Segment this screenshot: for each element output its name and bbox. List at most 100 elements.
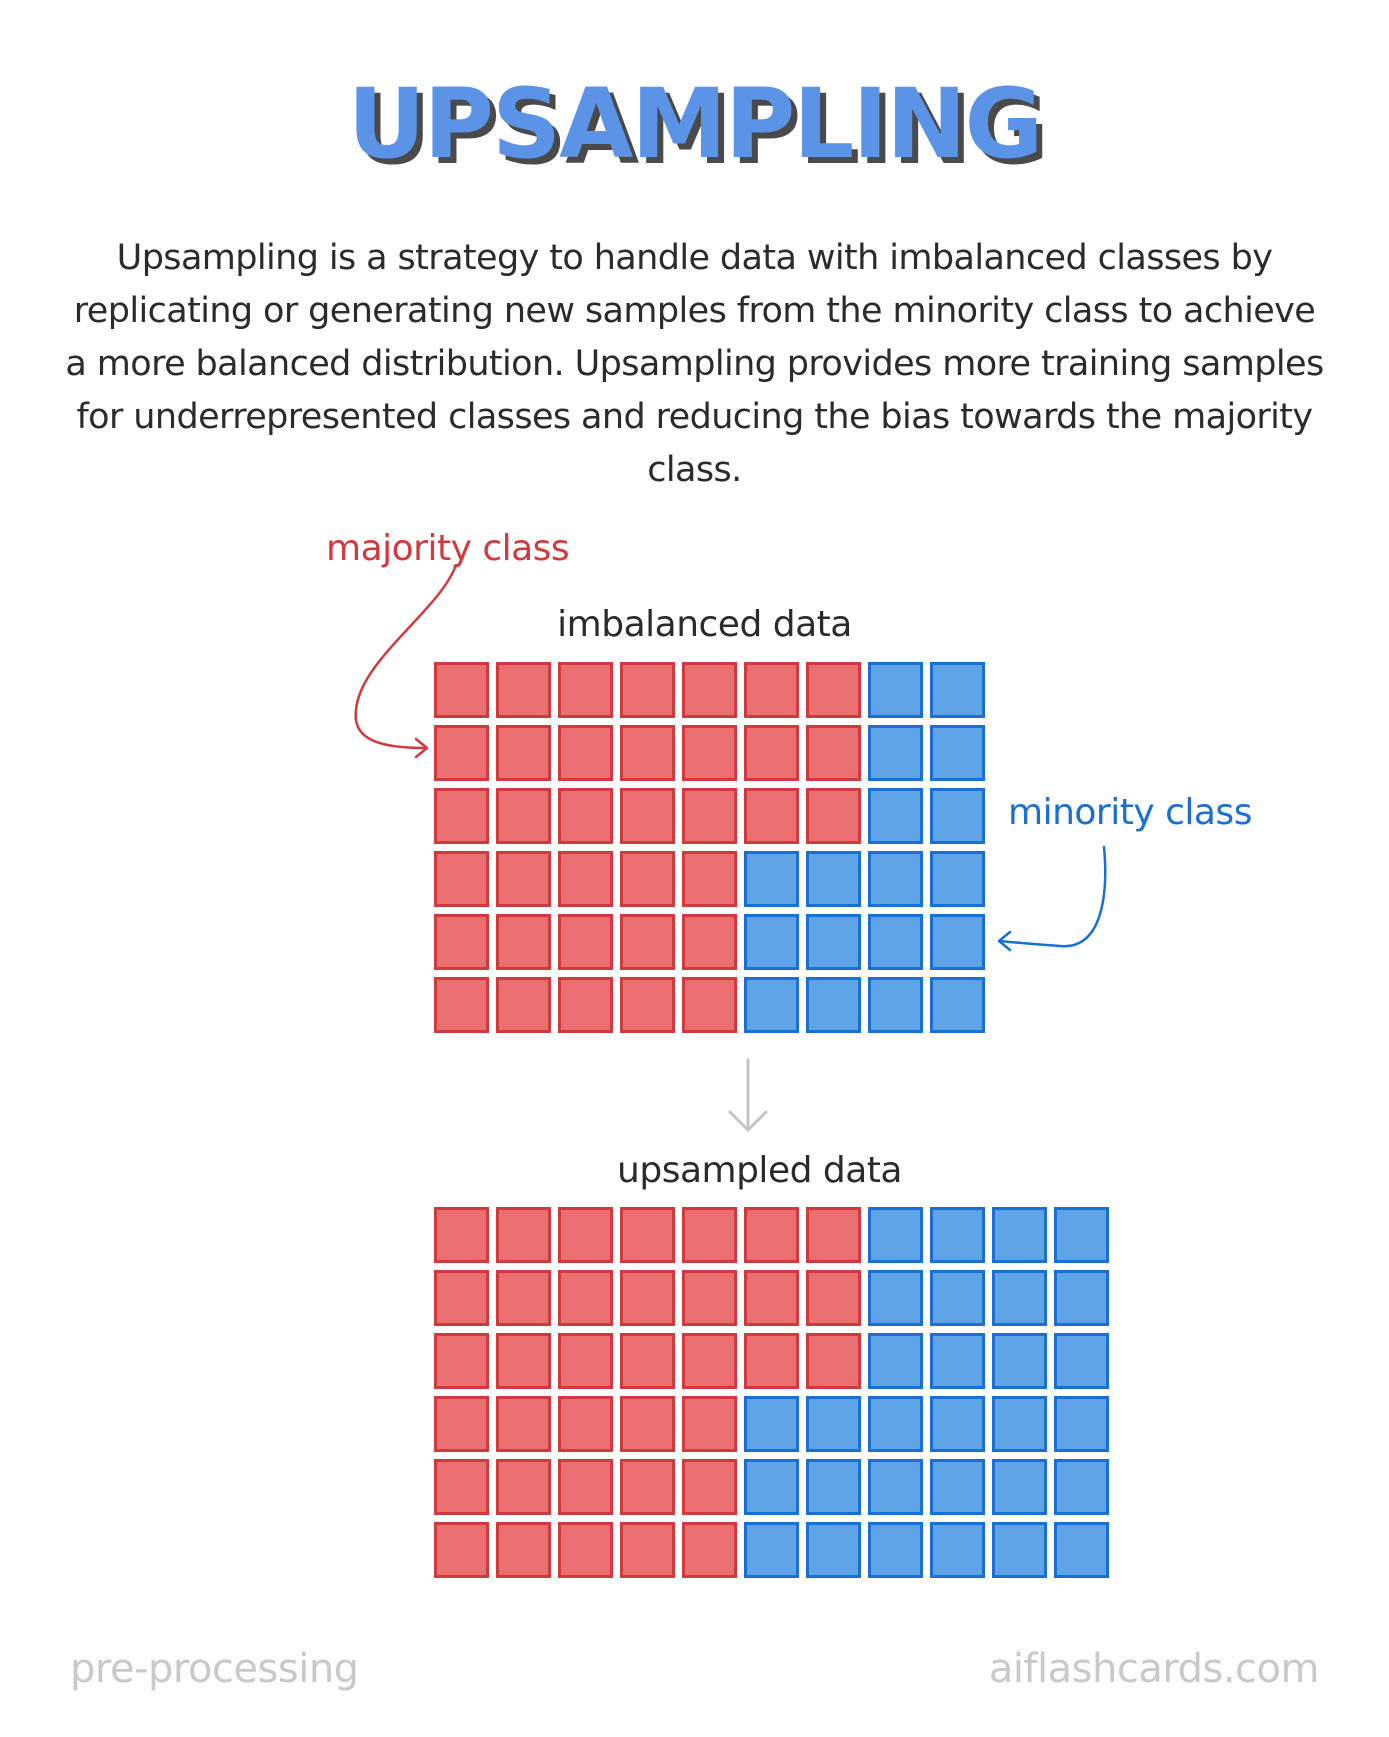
minority-sample-cell xyxy=(930,1333,985,1389)
majority-sample-cell xyxy=(434,1270,489,1326)
majority-sample-cell xyxy=(682,977,737,1033)
majority-sample-cell xyxy=(434,851,489,907)
majority-sample-cell xyxy=(496,851,551,907)
majority-sample-cell xyxy=(682,725,737,781)
majority-sample-cell xyxy=(434,977,489,1033)
majority-sample-cell xyxy=(496,1270,551,1326)
majority-sample-cell xyxy=(558,914,613,970)
majority-sample-cell xyxy=(496,662,551,718)
footer-category: pre-processing xyxy=(70,1646,359,1692)
majority-class-label: majority class xyxy=(326,528,570,569)
majority-sample-cell xyxy=(496,788,551,844)
minority-sample-cell xyxy=(806,977,861,1033)
minority-sample-cell xyxy=(868,977,923,1033)
majority-sample-cell xyxy=(806,1333,861,1389)
majority-sample-cell xyxy=(620,914,675,970)
minority-sample-cell xyxy=(806,1459,861,1515)
majority-sample-cell xyxy=(434,1396,489,1452)
majority-sample-cell xyxy=(806,1270,861,1326)
majority-sample-cell xyxy=(496,1207,551,1263)
minority-sample-cell xyxy=(1054,1396,1109,1452)
minority-sample-cell xyxy=(744,1522,799,1578)
majority-sample-cell xyxy=(682,662,737,718)
majority-sample-cell xyxy=(620,788,675,844)
majority-sample-cell xyxy=(558,977,613,1033)
minority-sample-cell xyxy=(868,1270,923,1326)
majority-sample-cell xyxy=(620,1207,675,1263)
majority-sample-cell xyxy=(558,1207,613,1263)
majority-sample-cell xyxy=(682,1459,737,1515)
minority-sample-cell xyxy=(930,725,985,781)
majority-sample-cell xyxy=(558,788,613,844)
minority-sample-cell xyxy=(992,1459,1047,1515)
minority-sample-cell xyxy=(868,1207,923,1263)
minority-sample-cell xyxy=(868,1333,923,1389)
minority-sample-cell xyxy=(930,1396,985,1452)
minority-sample-cell xyxy=(930,977,985,1033)
upsampled-data-label: upsampled data xyxy=(617,1150,902,1191)
majority-sample-cell xyxy=(558,1333,613,1389)
minority-sample-cell xyxy=(744,914,799,970)
majority-sample-cell xyxy=(620,725,675,781)
majority-sample-cell xyxy=(806,1207,861,1263)
majority-sample-cell xyxy=(496,1396,551,1452)
minority-sample-cell xyxy=(744,851,799,907)
majority-sample-cell xyxy=(496,1459,551,1515)
minority-arrow-icon xyxy=(997,845,1107,952)
minority-sample-cell xyxy=(1054,1459,1109,1515)
majority-sample-cell xyxy=(558,1522,613,1578)
majority-sample-cell xyxy=(496,1522,551,1578)
minority-sample-cell xyxy=(868,914,923,970)
minority-sample-cell xyxy=(992,1333,1047,1389)
majority-sample-cell xyxy=(496,914,551,970)
majority-sample-cell xyxy=(682,1396,737,1452)
majority-sample-cell xyxy=(434,1522,489,1578)
minority-sample-cell xyxy=(806,1522,861,1578)
minority-sample-cell xyxy=(930,1522,985,1578)
minority-sample-cell xyxy=(806,1396,861,1452)
majority-sample-cell xyxy=(496,1333,551,1389)
minority-sample-cell xyxy=(992,1270,1047,1326)
minority-sample-cell xyxy=(744,1396,799,1452)
majority-sample-cell xyxy=(744,725,799,781)
majority-sample-cell xyxy=(434,1333,489,1389)
minority-sample-cell xyxy=(930,1270,985,1326)
majority-sample-cell xyxy=(558,725,613,781)
minority-sample-cell xyxy=(930,1459,985,1515)
majority-sample-cell xyxy=(620,977,675,1033)
minority-sample-cell xyxy=(992,1396,1047,1452)
minority-sample-cell xyxy=(1054,1522,1109,1578)
upsampled-data-grid xyxy=(434,1207,1109,1578)
majority-sample-cell xyxy=(434,725,489,781)
minority-sample-cell xyxy=(930,914,985,970)
majority-sample-cell xyxy=(558,1270,613,1326)
majority-sample-cell xyxy=(806,788,861,844)
majority-sample-cell xyxy=(806,662,861,718)
majority-sample-cell xyxy=(558,1459,613,1515)
majority-sample-cell xyxy=(620,851,675,907)
majority-sample-cell xyxy=(620,1333,675,1389)
minority-sample-cell xyxy=(930,662,985,718)
majority-sample-cell xyxy=(558,1396,613,1452)
minority-sample-cell xyxy=(930,788,985,844)
imbalanced-data-grid xyxy=(434,662,985,1033)
majority-sample-cell xyxy=(682,1270,737,1326)
description-text: Upsampling is a strategy to handle data … xyxy=(65,238,1324,490)
majority-sample-cell xyxy=(496,725,551,781)
majority-sample-cell xyxy=(620,1396,675,1452)
minority-sample-cell xyxy=(868,1396,923,1452)
majority-sample-cell xyxy=(682,851,737,907)
majority-sample-cell xyxy=(620,1270,675,1326)
minority-sample-cell xyxy=(868,1522,923,1578)
majority-sample-cell xyxy=(620,662,675,718)
majority-sample-cell xyxy=(558,851,613,907)
minority-class-label: minority class xyxy=(1008,792,1252,833)
majority-sample-cell xyxy=(744,788,799,844)
majority-arrow-icon xyxy=(354,563,458,759)
footer-site: aiflashcards.com xyxy=(988,1646,1320,1692)
minority-sample-cell xyxy=(1054,1333,1109,1389)
minority-sample-cell xyxy=(1054,1207,1109,1263)
majority-sample-cell xyxy=(434,914,489,970)
minority-sample-cell xyxy=(806,851,861,907)
